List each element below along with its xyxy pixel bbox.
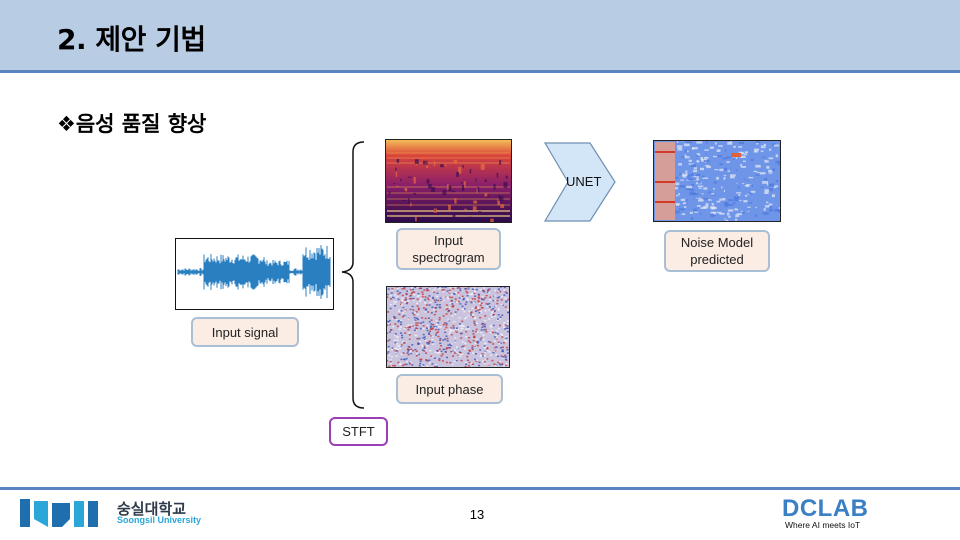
input-spectrogram-text-line2: spectrogram xyxy=(412,250,485,265)
input-signal-text: Input signal xyxy=(211,324,279,340)
university-name-ko: 숭실대학교 xyxy=(117,500,187,518)
slide-title: 2. 제안 기법 xyxy=(57,23,206,56)
ssu-logo-mark xyxy=(20,499,98,527)
input-spectrogram-image xyxy=(385,139,512,223)
footer-divider xyxy=(0,487,960,490)
noise-model-text-line2: predicted xyxy=(690,252,744,267)
stft-text: STFT xyxy=(342,424,375,439)
slide-header: 2. 제안 기법 xyxy=(0,0,960,73)
page-number: 13 xyxy=(469,507,485,522)
unet-chevron-shape xyxy=(544,142,616,222)
dclab-tagline: Where AI meets IoT xyxy=(785,520,861,530)
noise-model-label: Noise Model predicted xyxy=(664,230,770,272)
stft-label: STFT xyxy=(329,417,388,446)
input-phase-image xyxy=(386,286,510,368)
unet-label: UNET xyxy=(566,174,602,189)
input-signal-label: Input signal xyxy=(191,317,299,347)
input-spectrogram-text-line1: Input xyxy=(434,233,463,248)
university-name-en: Soongsil University xyxy=(117,515,202,525)
input-signal-waveform xyxy=(175,238,334,310)
stft-bracket xyxy=(341,141,365,409)
section-subtitle: ❖음성 품질 향상 xyxy=(57,112,207,136)
input-phase-text: Input phase xyxy=(415,381,484,397)
input-spectrogram-label: Input spectrogram xyxy=(396,228,501,270)
dclab-logo: DCLAB xyxy=(782,495,869,522)
noise-model-image xyxy=(653,140,781,222)
input-phase-label: Input phase xyxy=(396,374,503,404)
noise-model-text-line1: Noise Model xyxy=(680,235,754,250)
